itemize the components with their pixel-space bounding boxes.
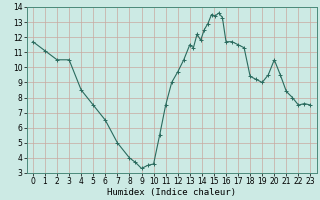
X-axis label: Humidex (Indice chaleur): Humidex (Indice chaleur) xyxy=(107,188,236,197)
